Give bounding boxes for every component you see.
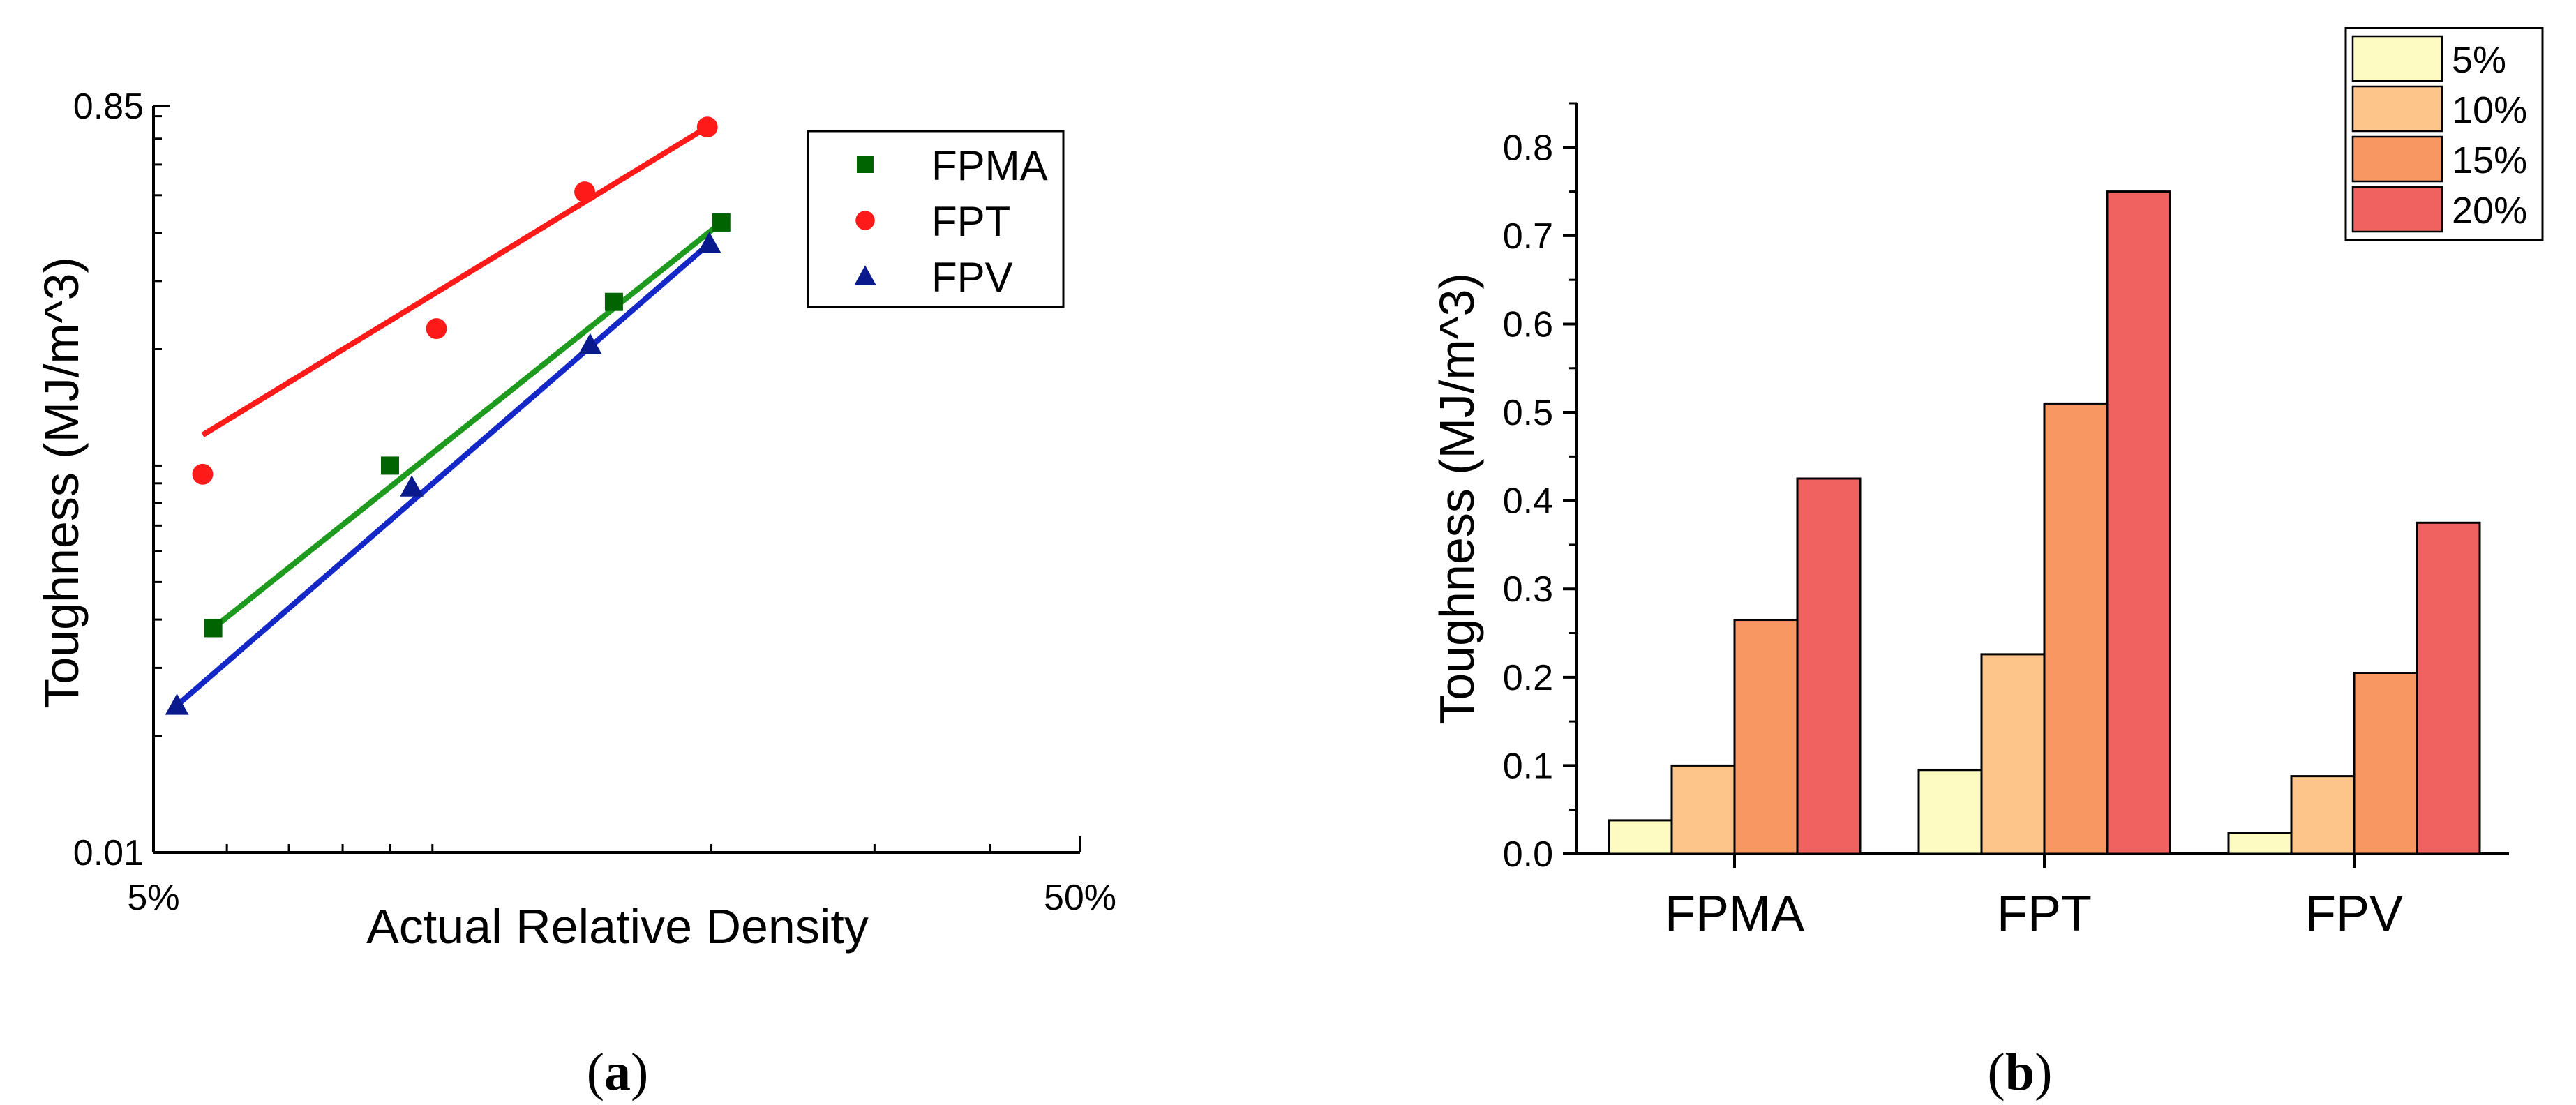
data-point-fpt (192, 463, 214, 485)
chart-b-x-tick-label: FPT (1997, 886, 2092, 942)
data-point-fpt (696, 116, 718, 138)
data-point-fpv (400, 475, 424, 497)
bar-fpv-5pct (2227, 832, 2293, 855)
bar-fpv-10pct (2290, 775, 2356, 855)
chart-panel-b: 0.0 0.1 0.2 0.3 0.4 0.5 0.6 0.7 0.8 FPMA FPT FPV To… (1430, 27, 2544, 1102)
chart-b-axes: 0.0 0.1 0.2 0.3 0.4 0.5 0.6 0.7 0.8 FPMA FPT FPV (1503, 102, 2509, 942)
chart-b-y-tick-label: 0.1 (1503, 746, 1553, 786)
chart-a-x-tick-label: 5% (127, 878, 179, 918)
bar-fpv-15pct (2353, 671, 2418, 855)
data-point-fpma (381, 456, 400, 475)
legend-label-fpt: FPT (931, 198, 1010, 245)
bar-fpv-20pct (2416, 521, 2481, 855)
bar-fpma-10pct (1670, 764, 1736, 855)
legend-swatch-20pct (2351, 186, 2443, 233)
chart-a-y-tick-label: 0.85 (73, 87, 144, 127)
data-point-fpv (697, 232, 721, 253)
panel-letter-a: a (604, 1043, 631, 1102)
legend-marker-fpt (855, 211, 875, 230)
bar-fpma-5pct (1608, 819, 1673, 855)
legend-marker-fpv (854, 265, 876, 285)
chart-a-x-tick-label: 50% (1044, 878, 1116, 918)
chart-b-y-tick-label: 0.4 (1503, 481, 1553, 522)
chart-b-x-tick-label: FPV (2305, 886, 2403, 942)
chart-a-x-axis-label: Actual Relative Density (366, 899, 869, 954)
chart-b-y-tick-label: 0.3 (1503, 569, 1553, 610)
chart-b-y-tick-label: 0.8 (1503, 128, 1553, 168)
chart-a-legend: FPMA FPT FPV (807, 130, 1065, 308)
bar-fpt-20pct (2106, 190, 2171, 855)
bar-fpt-5pct (1917, 769, 1983, 855)
fit-line-fpv (174, 241, 712, 708)
legend-label-10pct: 10% (2452, 89, 2527, 131)
panel-label-b: (b) (1988, 1043, 2053, 1102)
chart-b-bars (1608, 190, 2481, 855)
legend-box (807, 130, 1065, 308)
legend-label-20pct: 20% (2452, 190, 2527, 232)
bar-fpma-15pct (1733, 619, 1799, 855)
legend-label-5pct: 5% (2452, 39, 2506, 81)
chart-a-axes: 5% 50% 0.01 0.85 (73, 87, 1116, 918)
chart-a-points (165, 116, 731, 715)
panel-letter-b: b (2005, 1043, 2035, 1102)
legend-swatch-15pct (2351, 135, 2443, 183)
data-point-fpv (165, 693, 189, 715)
chart-a-y-axis-label: Toughness (MJ/m^3) (34, 257, 89, 709)
chart-b-y-tick-label: 0.2 (1503, 658, 1553, 698)
chart-b-y-tick-label: 0.6 (1503, 304, 1553, 345)
fit-line-fpma (211, 220, 724, 631)
legend-label-fpma: FPMA (931, 142, 1048, 189)
legend-label-15pct: 15% (2452, 140, 2527, 181)
data-point-fpt (426, 318, 447, 340)
data-point-fpma (712, 213, 731, 232)
data-point-fpt (574, 181, 595, 202)
bar-fpma-20pct (1796, 477, 1862, 855)
chart-panel-a: 5% 50% 0.01 0.85 Actual Relative Density To… (34, 87, 1116, 1102)
legend-swatch-5pct (2351, 35, 2443, 82)
chart-b-y-tick-label: 0.0 (1503, 834, 1553, 875)
bar-fpt-15pct (2043, 402, 2109, 855)
chart-b-y-axis-label: Toughness (MJ/m^3) (1430, 273, 1484, 725)
data-point-fpma (604, 292, 623, 311)
chart-b-legend: 5% 10% 15% 20% (2344, 27, 2544, 241)
bar-fpt-10pct (1980, 653, 2046, 855)
legend-marker-fpma (857, 156, 874, 173)
chart-b-x-tick-label: FPMA (1665, 886, 1804, 942)
data-point-fpv (578, 333, 602, 355)
data-point-fpma (204, 619, 223, 638)
fit-line-fpt (201, 124, 709, 437)
chart-a-y-tick-label: 0.01 (73, 833, 144, 873)
legend-label-fpv: FPV (931, 254, 1013, 301)
legend-swatch-10pct (2351, 85, 2443, 133)
chart-a-fit-lines (174, 124, 724, 708)
chart-b-y-tick-label: 0.5 (1503, 393, 1553, 433)
panel-label-a: (a) (587, 1043, 649, 1102)
chart-b-y-tick-label: 0.7 (1503, 216, 1553, 257)
